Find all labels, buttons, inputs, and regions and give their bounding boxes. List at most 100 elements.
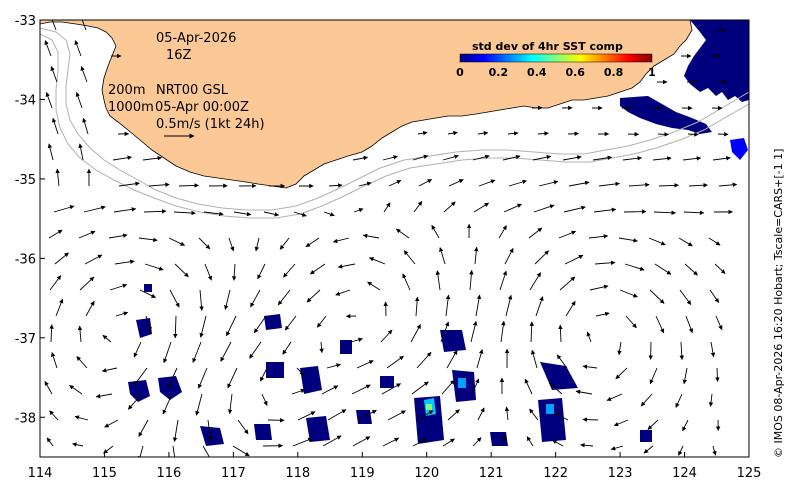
current-arrow	[45, 92, 53, 109]
current-arrow	[688, 182, 708, 188]
current-arrow	[558, 230, 577, 239]
current-arrow	[534, 250, 549, 265]
current-vector-field	[44, 20, 738, 457]
sst-patch	[264, 314, 282, 330]
current-arrow	[358, 181, 372, 187]
current-arrow	[322, 435, 342, 447]
current-arrow	[85, 300, 95, 317]
current-arrow	[327, 409, 347, 421]
current-arrow	[319, 341, 324, 354]
current-arrow	[618, 237, 638, 243]
x-tick-label: 125	[737, 466, 762, 481]
current-arrow	[477, 407, 485, 421]
current-arrow	[710, 341, 716, 358]
current-arrow	[138, 419, 149, 437]
current-arrow	[335, 289, 351, 296]
current-arrow	[52, 117, 59, 135]
x-tick-label: 122	[543, 466, 568, 481]
current-arrow	[606, 393, 623, 401]
current-arrow	[55, 168, 60, 187]
current-arrow	[309, 263, 326, 275]
current-arrow	[410, 324, 421, 343]
current-arrow	[598, 181, 620, 187]
current-arrow	[580, 442, 594, 448]
colorbar-tick-label: 1	[648, 66, 656, 79]
current-arrow	[257, 263, 266, 280]
current-arrow	[226, 315, 237, 337]
current-arrow	[439, 247, 446, 265]
current-arrow	[402, 273, 411, 291]
current-arrow	[442, 438, 455, 447]
current-arrow	[49, 324, 54, 343]
current-arrow	[145, 315, 152, 332]
y-tick-label: -38	[15, 411, 36, 426]
current-arrow	[203, 211, 224, 217]
current-arrow	[199, 289, 204, 311]
current-arrow	[387, 410, 406, 421]
current-arrow	[533, 204, 555, 213]
current-arrow	[101, 367, 118, 373]
current-arrow	[337, 263, 356, 269]
current-arrow	[649, 367, 658, 385]
sst-patch-east-lower	[620, 96, 712, 134]
current-arrow	[594, 260, 616, 266]
current-arrow	[253, 315, 267, 334]
current-arrow	[114, 259, 135, 265]
current-arrow	[77, 325, 83, 343]
current-arrow	[552, 439, 564, 447]
current-arrow	[328, 183, 343, 188]
current-arrow	[108, 233, 128, 239]
current-arrow	[167, 367, 178, 389]
current-arrow	[504, 406, 510, 421]
current-arrow	[144, 263, 164, 271]
current-arrow	[535, 296, 544, 317]
colorbar-tick-label: 0.4	[527, 66, 547, 79]
current-arrow	[538, 180, 559, 187]
current-arrow	[382, 155, 398, 161]
current-arrow	[109, 283, 128, 291]
current-arrow	[559, 276, 576, 291]
current-arrow	[84, 254, 103, 265]
current-arrow	[143, 209, 167, 214]
current-arrow	[562, 155, 582, 161]
colorbar-tick-label: 0.6	[565, 66, 585, 79]
current-arrow	[388, 179, 402, 187]
current-arrow	[655, 315, 665, 334]
current-arrow	[586, 331, 592, 343]
x-tick-label: 120	[414, 466, 439, 481]
current-arrow	[549, 382, 563, 395]
current-arrow	[508, 179, 527, 187]
map-hour-label: 16Z	[166, 48, 192, 63]
current-arrow	[529, 272, 542, 291]
current-arrow	[305, 237, 320, 248]
current-arrow	[332, 237, 350, 244]
current-arrow	[279, 237, 290, 250]
current-arrow	[718, 182, 738, 187]
current-arrow	[55, 298, 64, 317]
x-tick-label: 123	[608, 466, 633, 481]
current-arrow	[259, 367, 268, 382]
current-arrow	[237, 419, 249, 435]
current-arrow	[227, 367, 238, 389]
current-arrow	[115, 311, 129, 317]
current-arrow	[168, 237, 186, 246]
sst-patch-east	[684, 20, 749, 102]
current-arrow	[448, 179, 464, 187]
current-arrow	[79, 276, 95, 291]
current-arrow	[49, 275, 62, 291]
current-arrow	[524, 378, 533, 395]
current-arrow	[112, 155, 132, 161]
current-arrow	[356, 360, 374, 369]
current-arrow	[46, 437, 54, 447]
current-arrow	[380, 329, 393, 343]
current-arrow	[297, 411, 316, 421]
current-arrow	[172, 445, 176, 457]
current-arrow	[504, 247, 514, 265]
current-arrow	[683, 210, 705, 215]
sst-patch	[414, 396, 444, 444]
current-arrow	[554, 412, 569, 421]
current-arrow	[283, 263, 296, 278]
current-arrow	[173, 315, 178, 339]
current-arrow	[296, 367, 305, 376]
current-arrow	[442, 154, 459, 161]
